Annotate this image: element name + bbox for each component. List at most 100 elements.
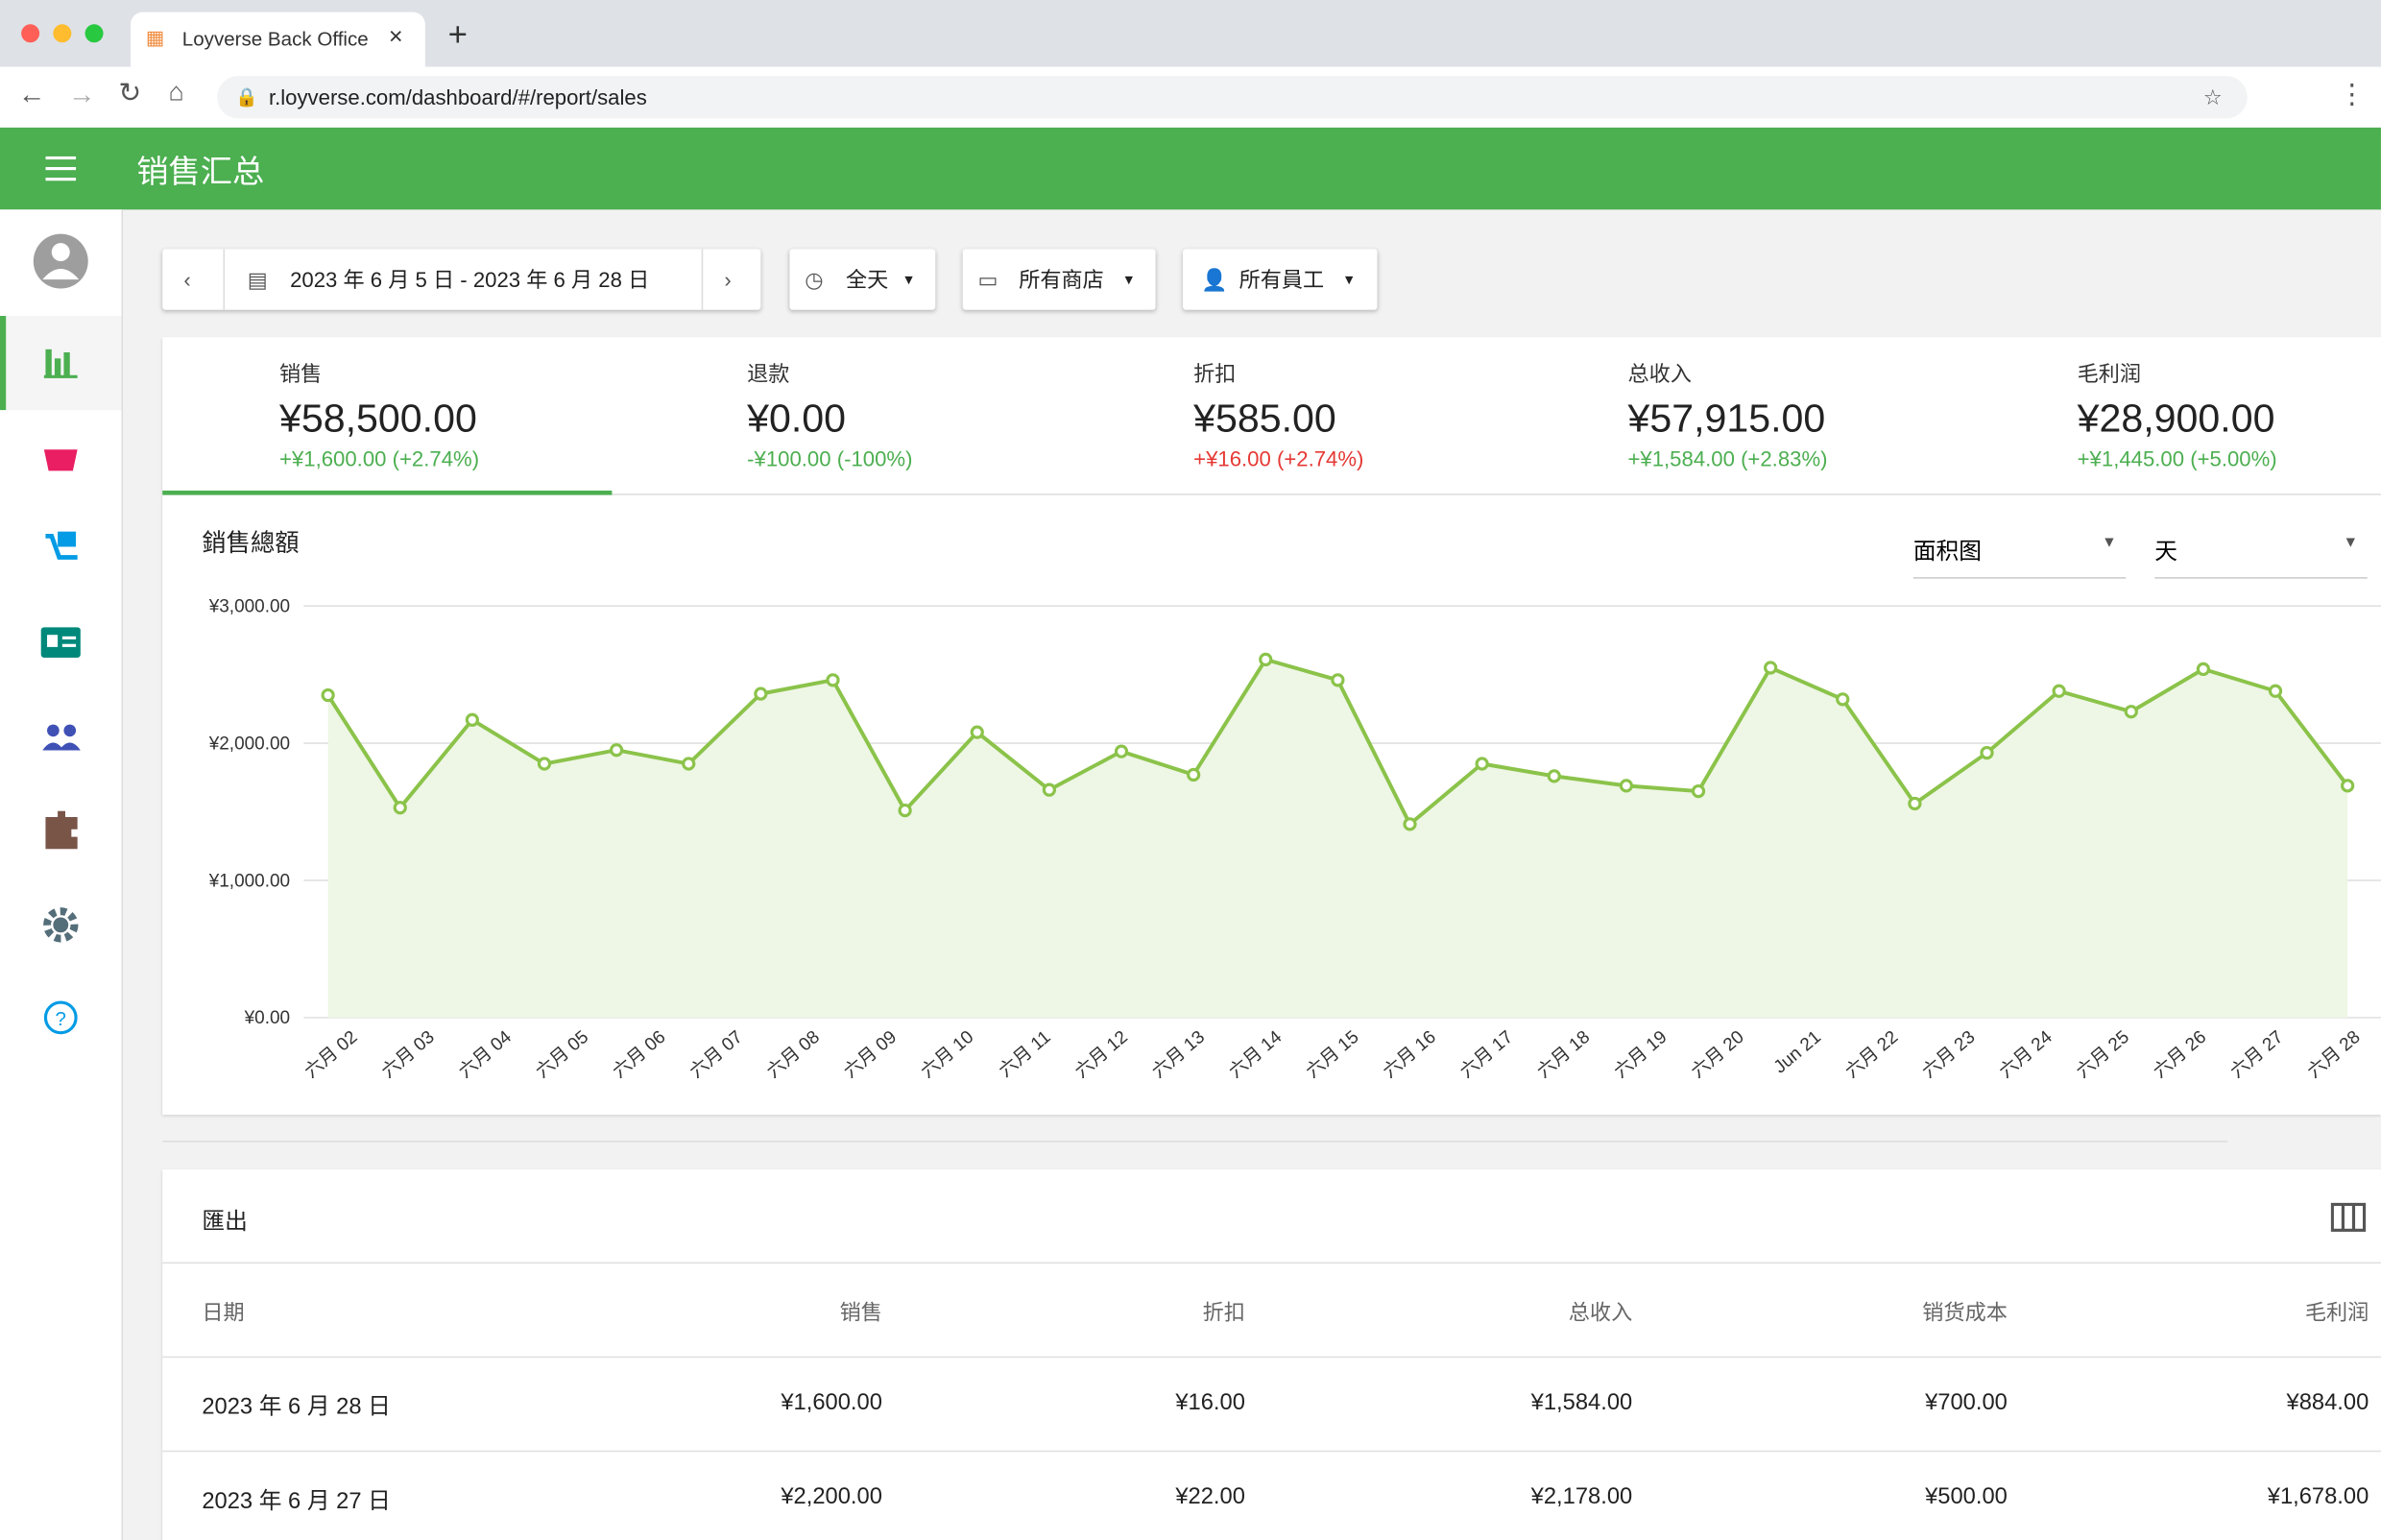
x-tick-label: 六月 17 xyxy=(1456,1026,1517,1082)
y-tick-label: ¥3,000.00 xyxy=(208,597,290,617)
table-title: 匯出 xyxy=(202,1209,248,1236)
tab-close[interactable]: × xyxy=(388,24,403,51)
x-tick-label: 六月 24 xyxy=(1995,1026,2056,1082)
browser-tab[interactable]: ▦ Loyverse Back Office × xyxy=(131,12,425,67)
x-tick-label: 六月 20 xyxy=(1687,1026,1747,1082)
x-tick-label: 六月 03 xyxy=(377,1026,438,1082)
prev[interactable]: ‹ xyxy=(183,267,191,292)
sidebar-icons: ? xyxy=(0,233,122,1035)
point xyxy=(2341,779,2355,793)
y-tick-label: ¥1,000.00 xyxy=(208,871,290,891)
x-tick-label: 六月 06 xyxy=(609,1026,669,1082)
summary-label: 总收入 xyxy=(1627,361,1692,386)
summary-change: +¥1,584.00 (+2.83%) xyxy=(1627,446,1828,471)
period-value: 天 xyxy=(2154,539,2178,565)
table-cell: ¥22.00 xyxy=(1175,1483,1245,1510)
point xyxy=(2268,684,2283,698)
lock: 🔒 xyxy=(235,86,258,108)
employee-filter[interactable]: 👤 所有員工 ▼ xyxy=(1183,249,1378,310)
back[interactable]: ← xyxy=(17,79,46,109)
date-picker[interactable]: ‹ ▤ 2023 年 6 月 5 日 - 2023 年 6 月 28 日 › xyxy=(162,249,761,310)
x-tick-label: 六月 22 xyxy=(1841,1026,1902,1082)
period-select[interactable]: 天 ▼ xyxy=(2154,535,2368,579)
summary-label: 退款 xyxy=(747,361,790,386)
table-cell: 2023 年 6 月 28 日 xyxy=(202,1394,391,1421)
x-tick-label: 六月 02 xyxy=(301,1026,361,1082)
summary-label: 毛利润 xyxy=(2077,361,2142,386)
summary-change: +¥1,600.00 (+2.74%) xyxy=(279,446,480,471)
column-header: 销售 xyxy=(839,1300,882,1325)
tab-icon: ▦ xyxy=(145,25,165,49)
home[interactable]: ⌂ xyxy=(168,77,184,107)
summary-value: ¥58,500.00 xyxy=(279,395,477,441)
point xyxy=(2196,662,2211,677)
menu[interactable]: ⋮ xyxy=(2338,79,2367,109)
point xyxy=(1547,769,1561,783)
x-tick-label: 六月 12 xyxy=(1070,1026,1131,1082)
x-tick-label: 六月 15 xyxy=(1302,1026,1362,1082)
table-cell: ¥1,584.00 xyxy=(1530,1389,1633,1416)
chart: ¥0.00 ¥1,000.00 ¥2,000.00 ¥3,000.00 六月 02 六月 … xyxy=(208,597,2381,1082)
column-header: 折扣 xyxy=(1202,1300,1245,1325)
next[interactable]: › xyxy=(724,267,732,292)
sidebar: ? xyxy=(0,209,124,1540)
point xyxy=(754,686,768,701)
store-filter[interactable]: ▭ 所有商店 ▼ xyxy=(962,249,1156,310)
point xyxy=(2052,684,2066,698)
url-bar[interactable]: 🔒 r.loyverse.com/dashboard/#/report/sale… xyxy=(217,76,2248,119)
summary-label: 销售 xyxy=(279,361,323,386)
table-cell: ¥1,600.00 xyxy=(781,1389,882,1416)
bookmark[interactable]: ☆ xyxy=(2202,84,2223,109)
app-header: 销售汇总 xyxy=(0,127,2381,210)
row-divider xyxy=(162,1450,2381,1453)
x-tick-label: 六月 18 xyxy=(1533,1026,1594,1082)
summary-change: -¥100.00 (-100%) xyxy=(747,446,913,471)
point xyxy=(1619,779,1634,793)
employee-value: 所有員工 xyxy=(1239,267,1325,292)
x-tick-label: 六月 28 xyxy=(2303,1026,2364,1082)
point xyxy=(1042,782,1057,797)
point xyxy=(970,725,984,739)
point xyxy=(1259,652,1273,667)
table-cell: ¥2,178.00 xyxy=(1530,1483,1633,1510)
point xyxy=(1908,796,1922,811)
summary-label: 折扣 xyxy=(1193,361,1237,386)
y-tick-label: ¥2,000.00 xyxy=(208,734,290,754)
summary-card: 销售 ¥58,500.00 +¥1,600.00 (+2.74%) 退款 ¥0.00 -¥… xyxy=(162,337,2381,495)
summary-value: ¥57,915.00 xyxy=(1627,395,1826,441)
calendar-icon: ▤ xyxy=(247,267,268,292)
point xyxy=(393,801,407,815)
store-value: 所有商店 xyxy=(1019,267,1104,292)
date-range: 2023 年 6 月 5 日 - 2023 年 6 月 28 日 xyxy=(290,267,650,292)
new-tab[interactable]: + xyxy=(447,14,468,54)
point xyxy=(321,687,335,703)
summary-value: ¥585.00 xyxy=(1193,395,1336,441)
x-tick-label: 六月 23 xyxy=(1918,1026,1979,1082)
time-filter[interactable]: ◷ 全天 ▼ xyxy=(789,249,936,310)
point xyxy=(2124,705,2138,719)
point xyxy=(898,803,912,818)
x-tick-label: 六月 19 xyxy=(1610,1026,1671,1082)
export-table: 匯出 日期 销售 折扣 总收入 销货成本 毛利润 2023 年 6 月 28 日 ¥1,600… xyxy=(162,1169,2381,1540)
table-cell: ¥1,678.00 xyxy=(2267,1483,2369,1510)
x-tick-label: 六月 14 xyxy=(1225,1026,1286,1082)
window-controls xyxy=(21,24,104,43)
point xyxy=(1836,692,1850,707)
menu-icon[interactable] xyxy=(45,154,79,184)
row-divider xyxy=(162,1356,2381,1359)
area xyxy=(327,659,2348,1018)
x-tick-label: 六月 10 xyxy=(917,1026,977,1082)
reload[interactable]: ↻ xyxy=(118,77,142,108)
chart-title: 銷售總額 xyxy=(202,531,300,558)
x-tick-label: 六月 04 xyxy=(455,1026,516,1082)
point xyxy=(1114,744,1129,758)
x-tick-label: 六月 08 xyxy=(762,1026,823,1082)
summary-change: +¥16.00 (+2.74%) xyxy=(1193,446,1364,471)
table-cell: ¥500.00 xyxy=(1925,1483,2008,1510)
forward[interactable]: → xyxy=(68,79,96,109)
chart-type-select[interactable]: 面积图 ▼ xyxy=(1912,535,2127,579)
page-title: 销售汇总 xyxy=(136,155,265,190)
columns-icon[interactable] xyxy=(2330,1201,2368,1235)
url: r.loyverse.com/dashboard/#/report/sales xyxy=(268,84,647,109)
